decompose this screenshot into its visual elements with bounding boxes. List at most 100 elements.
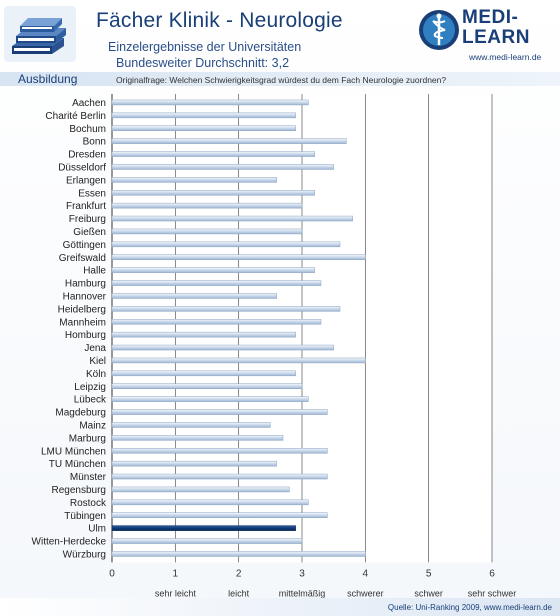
category-label: Homburg (65, 330, 106, 341)
page-title: Fächer Klinik - Neurologie (96, 9, 343, 32)
scale-label: schwerer (347, 588, 384, 598)
category-label: Erlangen (66, 175, 106, 186)
section-strip (0, 72, 560, 86)
bar (111, 409, 328, 415)
bar (111, 138, 347, 144)
bar (111, 486, 290, 493)
bar (111, 383, 303, 389)
bar (111, 215, 353, 222)
bar (111, 306, 341, 312)
bar (111, 512, 328, 518)
category-label: Greifswald (59, 253, 106, 264)
category-label: Magdeburg (55, 408, 106, 419)
category-label: Rostock (70, 498, 107, 509)
scale-label: leicht (228, 588, 250, 598)
logo-line-1: MEDI- (462, 7, 519, 28)
national-average-value: 3,2 (271, 56, 290, 70)
bar (111, 357, 366, 364)
x-tick-label: 1 (173, 568, 179, 579)
scale-label: sehr schwer (468, 588, 517, 598)
category-label: Essen (78, 188, 106, 199)
page-subtitle: Einzelergebnisse der Universitäten (108, 40, 302, 54)
caduceus-icon (419, 10, 459, 50)
category-label: Düsseldorf (58, 162, 106, 173)
header: Fächer Klinik - Neurologie Einzelergebni… (0, 0, 560, 70)
bar (111, 112, 296, 119)
x-tick-label: 0 (109, 568, 115, 579)
category-label: Münster (70, 472, 107, 483)
category-label: Hamburg (65, 279, 106, 290)
bar (111, 448, 328, 454)
bar (111, 280, 322, 286)
label-layer: 0 1 2 3 4 5 6 sehr leicht leicht mittelmäßig schwe… (32, 98, 517, 598)
bar (111, 202, 303, 209)
category-label: Dresden (68, 150, 106, 161)
bar (111, 190, 315, 196)
category-label: Regensburg (52, 485, 106, 496)
category-label: Lübeck (74, 395, 107, 406)
bar (111, 293, 277, 299)
footer (0, 598, 560, 616)
x-tick-label: 2 (236, 568, 242, 579)
category-label: Kiel (89, 356, 106, 367)
category-label: Aachen (72, 98, 106, 109)
bar (111, 435, 284, 441)
category-label: Charité Berlin (45, 111, 106, 122)
x-tick-label: 4 (363, 568, 369, 579)
category-label: Marburg (69, 433, 106, 444)
category-label: TU München (49, 459, 106, 470)
category-label: Leipzig (74, 382, 106, 393)
category-label: Halle (83, 266, 106, 277)
section-label: Ausbildung (18, 72, 78, 86)
x-tick-label: 5 (426, 568, 432, 579)
bar (111, 319, 322, 325)
category-label: Köln (86, 369, 106, 380)
x-tick-label: 6 (489, 568, 495, 579)
medi-learn-logo[interactable]: MEDI- LEARN www.medi-learn.de (418, 8, 554, 64)
category-label: Hannover (63, 291, 107, 302)
source-note: Quelle: Uni-Ranking 2009, www.medi-learn… (387, 603, 552, 612)
bar (111, 241, 341, 248)
logo-wordmark: MEDI- LEARN (462, 8, 530, 48)
bar (111, 370, 296, 377)
bar-layer (111, 99, 366, 557)
bar-highlight (111, 525, 296, 531)
grid-layer (111, 94, 493, 563)
category-label: Würzburg (63, 549, 106, 560)
bar (111, 177, 277, 183)
national-average: Bundesweiter Durchschnitt: 3,2 (116, 56, 289, 70)
bar (111, 499, 309, 506)
bar (111, 551, 366, 557)
category-label: Witten-Herdecke (32, 537, 107, 548)
logo-line-2: LEARN (462, 27, 530, 48)
category-label: Bochum (69, 124, 106, 135)
bar (111, 396, 309, 402)
scale-label: sehr leicht (155, 588, 197, 598)
scale-label: schwer (414, 588, 443, 598)
bar-chart: 0 1 2 3 4 5 6 sehr leicht leicht mittelmäßig schwe… (32, 94, 517, 598)
bar (111, 460, 277, 467)
bar (111, 151, 315, 157)
logo-url[interactable]: www.medi-learn.de (469, 52, 542, 62)
bar (111, 254, 366, 260)
category-label: Tübingen (64, 511, 106, 522)
category-label: Jena (84, 343, 106, 354)
category-label: Bonn (83, 137, 106, 148)
bar (111, 125, 296, 131)
bar (111, 538, 303, 544)
survey-question: Originalfrage: Welchen Schwierigkeitsgra… (116, 75, 447, 85)
national-average-label: Bundesweiter Durchschnitt: (116, 56, 272, 70)
bar (111, 267, 315, 273)
bar (111, 164, 334, 170)
category-label: Mannheim (59, 317, 106, 328)
category-label: Göttingen (63, 240, 106, 251)
category-label: Gießen (73, 227, 106, 238)
category-label: Mainz (79, 420, 106, 431)
category-label: Heidelberg (58, 304, 106, 315)
bar (111, 99, 309, 106)
x-tick-label: 3 (299, 568, 305, 579)
scale-label: mittelmäßig (279, 588, 326, 598)
category-label: Frankfurt (66, 201, 106, 212)
books-icon (4, 6, 76, 62)
